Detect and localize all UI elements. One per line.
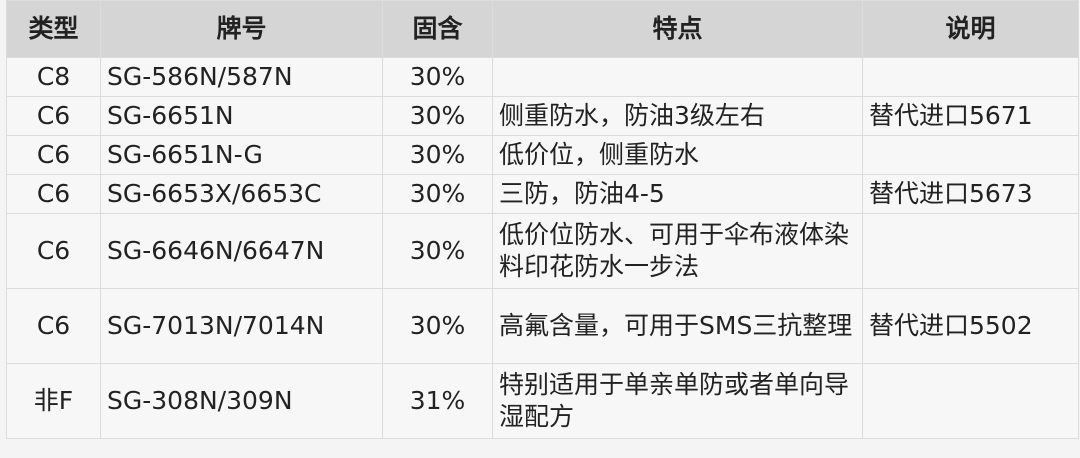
note-cell [862, 363, 1079, 439]
note-cell: 替代进口5502 [862, 288, 1079, 364]
feature-cell [492, 57, 863, 97]
type-cell: C6 [6, 288, 101, 364]
solids-cell: 31% [382, 363, 493, 439]
table-row: C8 SG-586N/587N 30% [6, 57, 1079, 97]
table-row: C6 SG-6646N/6647N 30% 低价位防水、可用于伞布液体染料印花防水一步… [6, 213, 1079, 289]
feature-cell: 高氟含量，可用于SMS三抗整理 [492, 288, 863, 364]
feature-cell: 特别适用于单亲单防或者单向导湿配方 [492, 363, 863, 439]
feature-cell: 侧重防水，防油3级左右 [492, 96, 863, 136]
solids-cell: 30% [382, 288, 493, 364]
type-cell: C8 [6, 57, 101, 97]
feature-cell: 低价位，侧重防水 [492, 135, 863, 175]
solids-cell: 30% [382, 174, 493, 214]
type-cell: 非F [6, 363, 101, 439]
type-cell: C6 [6, 135, 101, 175]
note-cell [862, 135, 1079, 175]
header-cell: 类型 [6, 0, 101, 58]
product-table: 类型 牌号 固含 特点 说明 C8 SG-586N/587N 30% C6 SG-6651N 30… [6, 0, 1079, 439]
table-row: C6 SG-7013N/7014N 30% 高氟含量，可用于SMS三抗整理 替代进口55… [6, 288, 1079, 364]
header-cell: 说明 [862, 0, 1079, 58]
model-cell: SG-6651N [100, 96, 383, 136]
model-cell: SG-586N/587N [100, 57, 383, 97]
table-row: 非F SG-308N/309N 31% 特别适用于单亲单防或者单向导湿配方 [6, 363, 1079, 439]
solids-cell: 30% [382, 213, 493, 289]
note-cell [862, 213, 1079, 289]
note-cell: 替代进口5671 [862, 96, 1079, 136]
solids-cell: 30% [382, 57, 493, 97]
model-cell: SG-308N/309N [100, 363, 383, 439]
solids-cell: 30% [382, 96, 493, 136]
header-cell: 特点 [492, 0, 863, 58]
feature-cell: 低价位防水、可用于伞布液体染料印花防水一步法 [492, 213, 863, 289]
model-cell: SG-6651N-G [100, 135, 383, 175]
note-cell [862, 57, 1079, 97]
table-body: C8 SG-586N/587N 30% C6 SG-6651N 30% 侧重防水，防油3级左… [6, 57, 1079, 439]
type-cell: C6 [6, 174, 101, 214]
type-cell: C6 [6, 213, 101, 289]
type-cell: C6 [6, 96, 101, 136]
feature-cell: 三防，防油4-5 [492, 174, 863, 214]
table-row: C6 SG-6653X/6653C 30% 三防，防油4-5 替代进口5673 [6, 174, 1079, 214]
solids-cell: 30% [382, 135, 493, 175]
note-cell: 替代进口5673 [862, 174, 1079, 214]
header-row: 类型 牌号 固含 特点 说明 [6, 0, 1079, 58]
model-cell: SG-6653X/6653C [100, 174, 383, 214]
header-cell: 固含 [382, 0, 493, 58]
header-cell: 牌号 [100, 0, 383, 58]
table-row: C6 SG-6651N-G 30% 低价位，侧重防水 [6, 135, 1079, 175]
model-cell: SG-7013N/7014N [100, 288, 383, 364]
table-row: C6 SG-6651N 30% 侧重防水，防油3级左右 替代进口5671 [6, 96, 1079, 136]
model-cell: SG-6646N/6647N [100, 213, 383, 289]
